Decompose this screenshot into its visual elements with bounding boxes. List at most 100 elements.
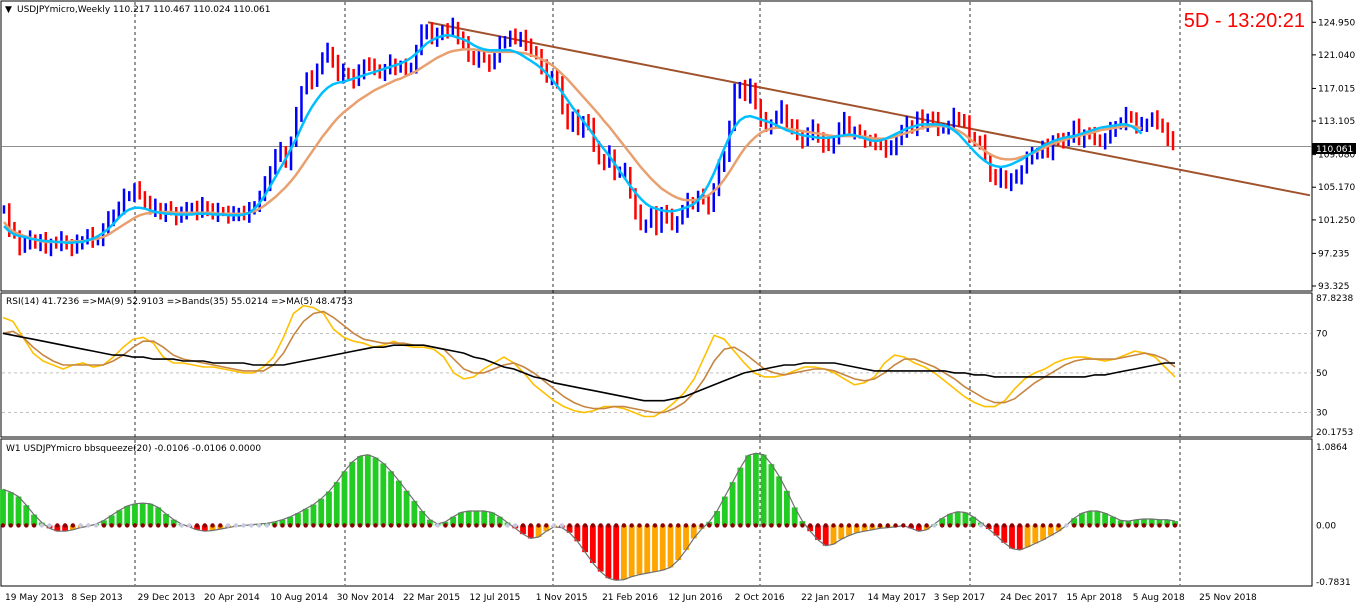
x-axis-date-label: 25 Nov 2018 bbox=[1199, 593, 1257, 603]
squeeze-dot bbox=[0, 523, 6, 528]
squeeze-dot bbox=[846, 523, 852, 528]
squeeze-dot bbox=[47, 523, 52, 528]
squeeze-dot bbox=[497, 523, 502, 528]
squeeze-dot bbox=[513, 523, 518, 528]
squeeze-dot bbox=[1172, 523, 1178, 528]
squeeze-dot bbox=[621, 523, 627, 528]
squeeze-dot bbox=[435, 523, 440, 528]
squeeze-dot bbox=[660, 523, 665, 528]
squeeze-dot bbox=[1126, 523, 1131, 528]
squeeze-dot bbox=[24, 523, 29, 528]
squeeze-dot bbox=[862, 523, 867, 528]
squeeze-dot bbox=[800, 523, 805, 528]
main-y-tick-label: 113.105 bbox=[1318, 117, 1355, 127]
squeeze-dot bbox=[769, 523, 774, 528]
axis-labels: 124.950 121.040 117.015 113.105 109.080 105.1… bbox=[5, 18, 1355, 603]
squeeze-dot bbox=[559, 523, 565, 528]
squeeze-dot bbox=[544, 523, 549, 528]
squeeze-dot bbox=[792, 523, 797, 528]
squeeze-dot bbox=[62, 523, 68, 528]
squeeze-dot bbox=[637, 523, 642, 528]
current-price-label: 110.061 bbox=[1316, 145, 1353, 155]
main-y-tick-label: 97.235 bbox=[1318, 249, 1350, 259]
squeeze-dot bbox=[443, 523, 448, 528]
squeeze-dot bbox=[124, 523, 130, 528]
x-axis-date-label: 24 Dec 2017 bbox=[1000, 593, 1058, 603]
squeeze-dot bbox=[1149, 523, 1154, 528]
rsi-y-tick-label: 50 bbox=[1316, 369, 1328, 379]
squeeze-dot bbox=[1033, 523, 1038, 528]
squeeze-dot bbox=[140, 523, 145, 528]
squeeze-dot bbox=[699, 523, 704, 528]
squeeze-dot bbox=[645, 523, 650, 528]
squeeze-dot bbox=[388, 523, 394, 528]
squeeze-dot bbox=[93, 523, 99, 528]
squeeze-dot bbox=[132, 523, 138, 528]
squeeze-dot bbox=[590, 523, 596, 528]
main-y-tick-label: 124.950 bbox=[1318, 18, 1355, 28]
squeeze-dot bbox=[295, 523, 301, 528]
rsi-ma-line bbox=[2, 310, 1176, 414]
squeeze-dot bbox=[955, 523, 960, 528]
squeeze-dot bbox=[551, 523, 557, 528]
squeeze-dot bbox=[885, 523, 891, 528]
squeeze-dot bbox=[287, 523, 293, 528]
squeeze-dot bbox=[963, 523, 968, 528]
squeeze-dot bbox=[528, 523, 533, 528]
squeeze-dot bbox=[707, 523, 712, 528]
squeeze-dot bbox=[575, 523, 580, 528]
squeeze-dot bbox=[598, 523, 603, 528]
squeeze-dot bbox=[815, 523, 821, 528]
squeeze-dot bbox=[466, 523, 471, 528]
squeeze-dot bbox=[776, 523, 782, 528]
squeeze-dot bbox=[70, 523, 76, 528]
squeeze-dot bbox=[1095, 523, 1100, 528]
squeeze-dot bbox=[629, 523, 634, 528]
main-title-arrow-icon[interactable]: ▼ bbox=[5, 5, 12, 15]
squeeze-dot bbox=[908, 523, 914, 528]
squeeze-dot bbox=[319, 523, 324, 528]
squeeze-dot bbox=[179, 523, 184, 528]
squeeze-dot bbox=[381, 523, 386, 528]
squeeze-dot bbox=[947, 523, 953, 528]
x-axis-date-label: 3 Sep 2017 bbox=[934, 593, 985, 603]
x-axis-date-label: 30 Nov 2014 bbox=[337, 593, 395, 603]
squeeze-dot bbox=[870, 523, 875, 528]
squeeze-dot bbox=[396, 523, 402, 528]
squeeze-dot bbox=[1102, 523, 1108, 528]
x-axis-date-label: 22 Mar 2015 bbox=[403, 593, 460, 603]
squeeze-dot bbox=[156, 523, 161, 528]
squeeze-dot bbox=[613, 523, 619, 528]
squeeze-dot bbox=[893, 523, 898, 528]
x-axis-date-label: 10 Aug 2014 bbox=[270, 593, 328, 603]
x-axis-date-label: 14 May 2017 bbox=[867, 593, 926, 603]
squeeze-dot bbox=[1133, 523, 1139, 528]
main-y-tick-label: 121.040 bbox=[1318, 51, 1355, 61]
squeeze-dot bbox=[489, 523, 495, 528]
squeeze-dot bbox=[474, 523, 479, 528]
squeeze-dot bbox=[831, 523, 836, 528]
squeeze-dot bbox=[1064, 523, 1069, 528]
squeeze-dot bbox=[16, 523, 21, 528]
squeeze-dot bbox=[1009, 523, 1015, 528]
squeeze-dot bbox=[606, 523, 611, 528]
squeeze-dot bbox=[505, 523, 510, 528]
squeeze-dot bbox=[1056, 523, 1061, 528]
countdown-timer: 5D - 13:20:21 bbox=[1184, 10, 1305, 32]
squeeze-dot bbox=[412, 523, 417, 528]
squeeze-dot bbox=[334, 523, 339, 528]
squeeze-dot bbox=[482, 523, 487, 528]
rsi-bands-line bbox=[2, 332, 1175, 402]
x-axis-date-label: 12 Jun 2016 bbox=[668, 593, 722, 603]
rsi-y-tick-label: 70 bbox=[1316, 329, 1328, 339]
squeeze-dot bbox=[1048, 523, 1054, 528]
squeeze-dot bbox=[745, 523, 751, 528]
squeeze-dot bbox=[241, 523, 246, 528]
squeeze-dot bbox=[78, 523, 83, 528]
x-axis-date-label: 12 Jul 2015 bbox=[469, 593, 520, 603]
main-y-tick-label: 109.080 bbox=[1318, 151, 1355, 161]
squeeze-dot bbox=[450, 523, 456, 528]
squeeze-dot bbox=[326, 523, 332, 528]
squeeze-dot bbox=[1141, 523, 1147, 528]
